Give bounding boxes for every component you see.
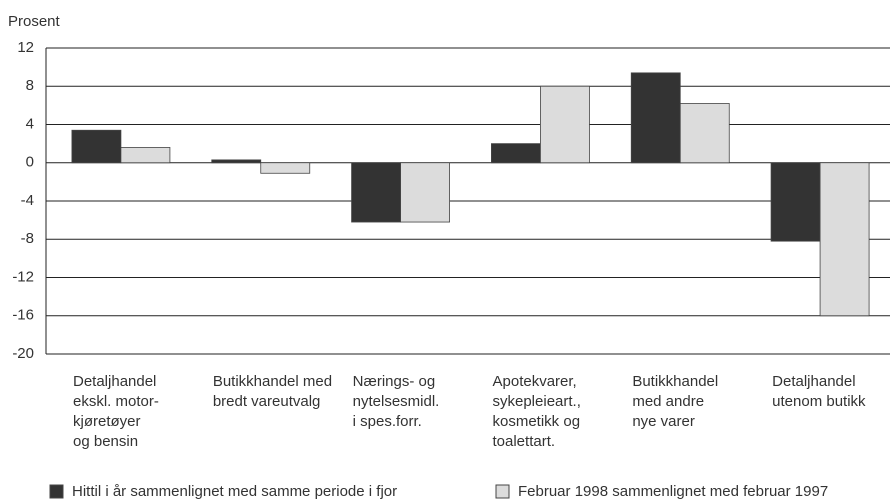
bar: [400, 162, 450, 223]
x-tick-label: Butikkhandel med andre nye varer: [632, 373, 718, 430]
y-tick-label: -4: [21, 192, 34, 209]
y-tick-label: 0: [26, 154, 34, 171]
bar: [630, 72, 681, 164]
legend-label: Februar 1998 sammenlignet med februar 19…: [518, 483, 828, 500]
bar: [819, 162, 870, 317]
bar: [211, 159, 262, 164]
bar: [540, 85, 590, 164]
y-tick-label: 8: [26, 77, 34, 94]
y-tick-label: -8: [21, 230, 34, 247]
x-tick-label: Detaljhandel ekskl. motor-kjøretøyer og be…: [73, 373, 159, 450]
legend-swatch: [49, 484, 64, 499]
y-tick-label: -12: [12, 268, 34, 285]
bar: [260, 162, 311, 174]
x-tick-label: Detaljhandel utenom butikk: [772, 373, 866, 410]
bar: [120, 147, 171, 164]
y-tick-label: 4: [26, 115, 34, 132]
y-tick-label: -20: [12, 345, 34, 362]
legend-swatch: [495, 484, 510, 499]
y-tick-label: -16: [12, 307, 34, 324]
bar: [351, 162, 401, 223]
bar: [770, 162, 821, 242]
x-tick-label: Butikkhandel med bredt vareutvalg: [213, 373, 332, 410]
y-axis-label: Prosent: [8, 13, 61, 30]
bar: [679, 103, 730, 164]
legend-label: Hittil i år sammenlignet med samme perio…: [72, 483, 397, 500]
bar: [491, 143, 541, 164]
bar: [71, 129, 122, 164]
y-tick-label: 12: [17, 39, 34, 56]
x-tick-label: Nærings- og nytelsesmidl. i spes.forr.: [353, 373, 440, 430]
x-tick-label: Apotekvarer, sykepleieart., kosmetikk og to…: [493, 373, 581, 450]
